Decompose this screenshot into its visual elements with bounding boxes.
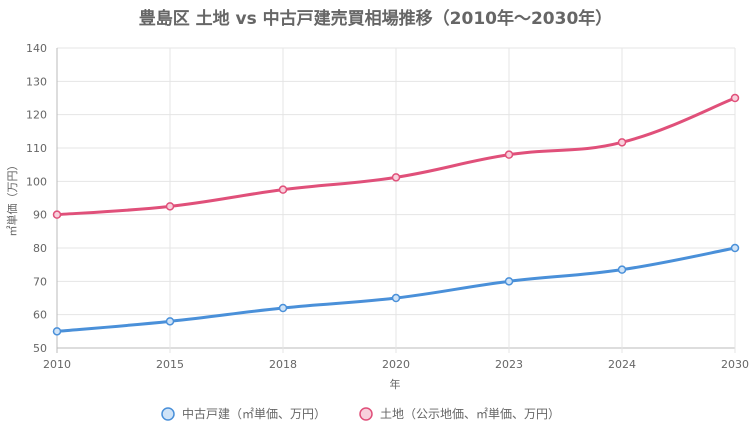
x-tick-label: 2018 bbox=[269, 358, 297, 371]
series-land bbox=[52, 93, 740, 219]
legend-label: 中古戸建（㎡単価、万円） bbox=[182, 406, 326, 421]
data-point[interactable] bbox=[617, 265, 627, 274]
legend-marker bbox=[359, 407, 373, 421]
y-tick-label: 100 bbox=[26, 175, 47, 188]
data-point[interactable] bbox=[278, 185, 288, 194]
x-tick-label: 2010 bbox=[43, 358, 71, 371]
y-tick-label: 70 bbox=[33, 275, 47, 288]
data-point[interactable] bbox=[730, 93, 740, 103]
data-point[interactable] bbox=[52, 327, 62, 336]
y-tick-label: 90 bbox=[33, 209, 47, 222]
data-point[interactable] bbox=[278, 303, 288, 313]
legend-item[interactable]: 中古戸建（㎡単価、万円） bbox=[161, 406, 326, 421]
series-used-house bbox=[52, 243, 740, 336]
y-tick-label: 80 bbox=[33, 242, 47, 255]
data-point[interactable] bbox=[165, 202, 175, 211]
data-point[interactable] bbox=[617, 138, 627, 147]
data-point[interactable] bbox=[730, 243, 740, 253]
data-point[interactable] bbox=[52, 210, 62, 219]
x-axis-title: 年 bbox=[390, 377, 401, 391]
data-point[interactable] bbox=[165, 317, 175, 326]
y-tick-label: 140 bbox=[26, 42, 47, 55]
y-tick-label: 50 bbox=[33, 342, 47, 355]
legend-label: 土地（公示地価、㎡単価、万円） bbox=[380, 407, 560, 421]
y-tick-label: 60 bbox=[33, 309, 47, 322]
y-tick-label: 120 bbox=[26, 109, 47, 122]
data-point[interactable] bbox=[504, 150, 514, 159]
grid bbox=[56, 47, 736, 353]
chart-title: 豊島区 土地 vs 中古戸建売買相場推移（2010年〜2030年） bbox=[138, 9, 613, 29]
x-tick-label: 2024 bbox=[608, 358, 636, 371]
series-group bbox=[52, 93, 740, 336]
data-point[interactable] bbox=[504, 277, 514, 286]
legend[interactable]: 中古戸建（㎡単価、万円） 土地（公示地価、㎡単価、万円） bbox=[161, 406, 560, 421]
y-axis-ticks: 50 60 70 80 90 100 110 120 130 140 bbox=[26, 42, 47, 355]
x-axis-ticks: 2010 2015 2018 2020 2023 2024 2030 bbox=[43, 358, 749, 371]
x-tick-label: 2023 bbox=[495, 358, 523, 371]
data-point[interactable] bbox=[391, 173, 401, 182]
x-tick-label: 2020 bbox=[382, 358, 410, 371]
data-point[interactable] bbox=[391, 293, 401, 303]
x-tick-label: 2015 bbox=[156, 358, 184, 371]
y-axis-title: ㎡単価（万円） bbox=[5, 160, 19, 237]
legend-marker bbox=[161, 407, 175, 421]
y-tick-label: 110 bbox=[26, 142, 47, 155]
x-tick-label: 2030 bbox=[721, 358, 749, 371]
y-tick-label: 130 bbox=[26, 75, 47, 88]
legend-item[interactable]: 土地（公示地価、㎡単価、万円） bbox=[359, 407, 560, 421]
